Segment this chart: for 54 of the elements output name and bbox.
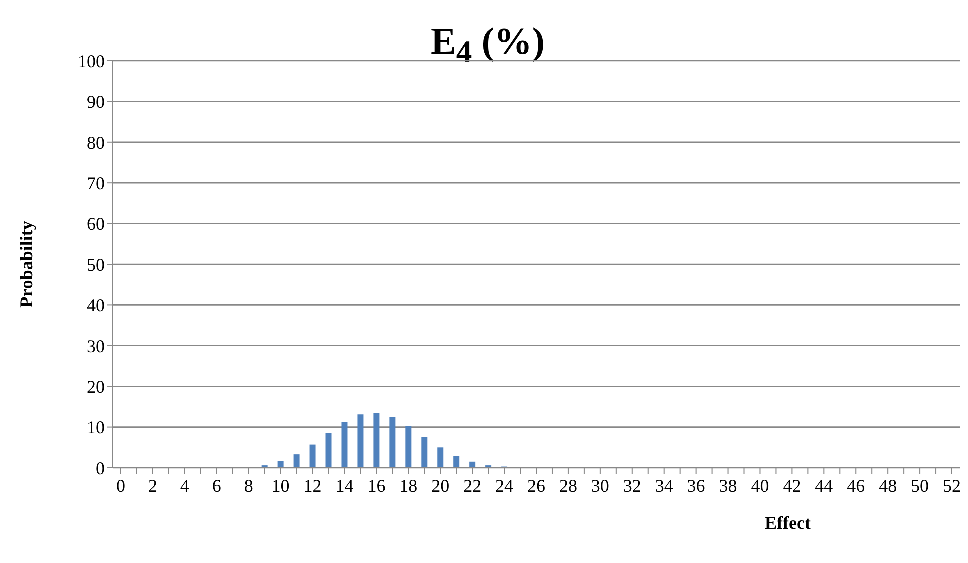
x-tick-label: 20 xyxy=(432,476,450,496)
y-tick-label: 100 xyxy=(78,51,105,72)
y-tick-label: 70 xyxy=(87,173,105,194)
y-tick-label: 80 xyxy=(87,132,105,153)
x-tick-label: 24 xyxy=(496,476,514,496)
x-tick-label: 36 xyxy=(687,476,706,496)
y-axis-title: Probability xyxy=(16,221,36,308)
x-tick-label: 6 xyxy=(212,476,222,496)
x-tick-label: 12 xyxy=(304,476,322,496)
x-tick-label: 8 xyxy=(244,476,254,496)
x-tick-label: 4 xyxy=(180,476,190,496)
x-tick-label: 44 xyxy=(815,476,834,496)
x-axis-title: Effect xyxy=(764,513,812,534)
x-tick-label: 42 xyxy=(783,476,802,496)
x-tick-label: 48 xyxy=(879,476,898,496)
x-tick-label: 0 xyxy=(116,476,126,496)
x-tick-label: 46 xyxy=(847,476,866,496)
bar xyxy=(390,417,396,468)
x-tick-label: 18 xyxy=(400,476,418,496)
x-tick-label: 16 xyxy=(368,476,386,496)
x-tick-label: 34 xyxy=(655,476,674,496)
bar xyxy=(294,454,300,468)
x-tick-label: 22 xyxy=(464,476,482,496)
bar xyxy=(358,414,364,468)
bar xyxy=(406,426,412,468)
bar xyxy=(374,413,380,468)
y-tick-label: 20 xyxy=(87,376,105,397)
bar xyxy=(454,456,460,468)
bar xyxy=(326,433,332,468)
bar xyxy=(438,448,444,468)
x-tick-label: 50 xyxy=(911,476,930,496)
x-tick-label: 52 xyxy=(943,476,962,496)
y-tick-label: 50 xyxy=(87,254,105,275)
x-tick-label: 14 xyxy=(336,476,354,496)
bar xyxy=(342,422,348,468)
bar xyxy=(422,437,428,468)
x-tick-label: 40 xyxy=(751,476,770,496)
y-tick-label: 10 xyxy=(87,418,105,438)
y-tick-label: 40 xyxy=(87,296,105,316)
bar xyxy=(278,461,284,468)
bar xyxy=(310,444,316,468)
y-tick-label: 30 xyxy=(87,336,105,356)
x-tick-label: 28 xyxy=(559,476,578,496)
y-tick-label: 60 xyxy=(87,214,105,234)
y-tick-label: 90 xyxy=(87,92,105,112)
x-tick-label: 32 xyxy=(623,476,642,496)
x-tick-label: 26 xyxy=(528,476,546,496)
bar xyxy=(470,462,476,468)
x-tick-label: 2 xyxy=(148,476,158,496)
x-tick-label: 38 xyxy=(719,476,738,496)
y-tick-label: 0 xyxy=(96,458,105,478)
x-tick-label: 10 xyxy=(272,476,290,496)
x-tick-label: 30 xyxy=(591,476,610,496)
chart-title: E$_{4}$ (%) xyxy=(431,21,545,70)
